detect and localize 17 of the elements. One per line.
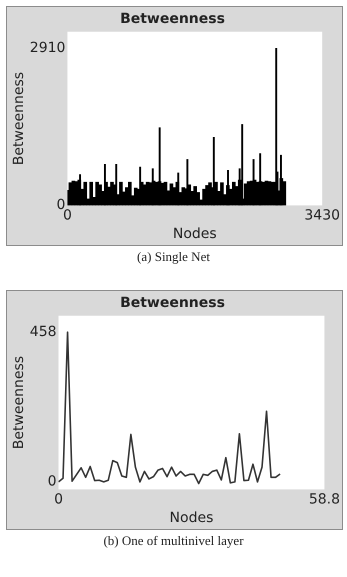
- y-tick-label: 0: [56, 197, 66, 214]
- text: (a) Single Net: [136, 249, 211, 265]
- y-tick-label: 0: [48, 474, 57, 490]
- y-axis-title: Betweenness: [11, 72, 28, 166]
- x-tick-label: 58.8: [308, 491, 340, 508]
- chart-title: Betweenness: [120, 295, 225, 312]
- bar: [282, 181, 286, 206]
- y-tick-label: 2910: [30, 40, 66, 56]
- x-axis-title: Nodes: [172, 226, 217, 242]
- bar: [164, 182, 168, 206]
- y-axis-title: Betweenness: [11, 356, 28, 450]
- chart-title: Betweenness: [120, 11, 225, 28]
- y-tick-label: 458: [30, 324, 57, 340]
- x-tick-label: 3430: [304, 207, 340, 224]
- bar: [83, 182, 88, 206]
- text: (b) One of multinivel layer: [102, 533, 245, 549]
- x-axis-title: Nodes: [170, 510, 214, 526]
